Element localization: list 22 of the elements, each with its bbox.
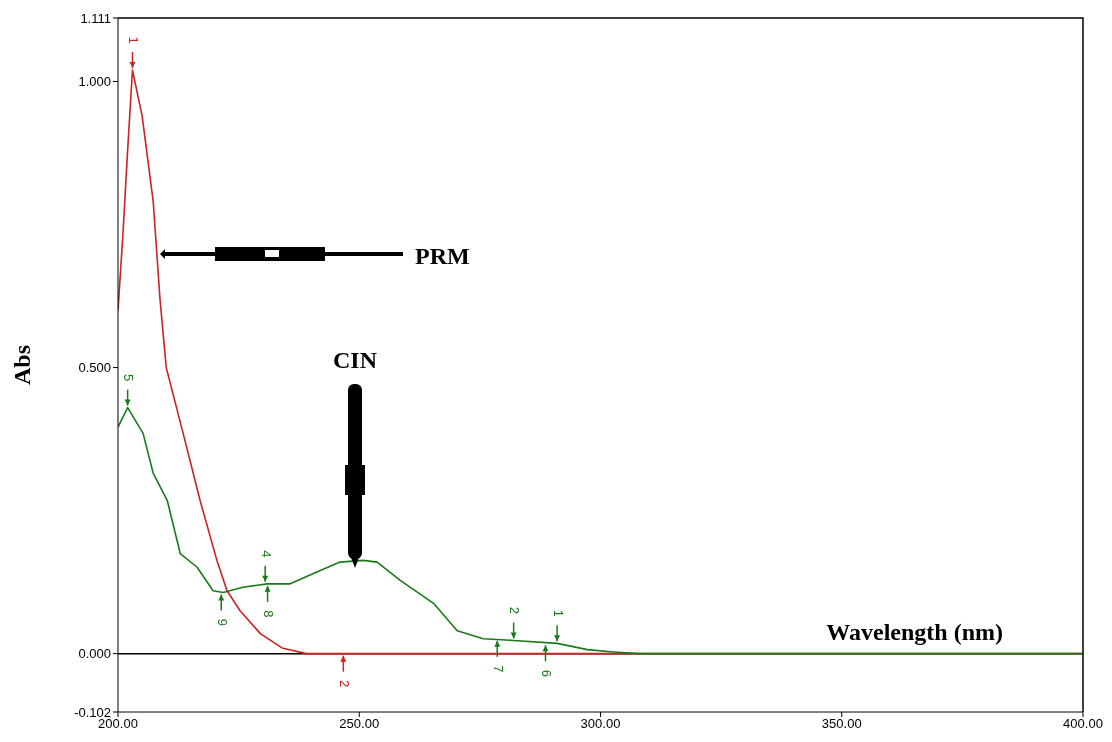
y-tick-label: 1.000	[78, 74, 111, 90]
annotation: 4	[258, 550, 274, 558]
annotation: 2	[507, 606, 523, 615]
y-axis-title: Abs	[9, 344, 35, 386]
annotation: 2	[336, 680, 352, 688]
annotation: 8	[261, 610, 277, 618]
annotation: PRM	[415, 242, 470, 269]
x-tick-label: 400.00	[1063, 716, 1103, 732]
annotation: 9	[214, 618, 230, 627]
annotation: 5	[121, 374, 137, 382]
x-tick-label: 350.00	[821, 716, 862, 732]
x-axis-title: Wavelength (nm)	[826, 618, 1003, 645]
y-tick-label: 0.500	[78, 360, 111, 376]
y-tick-label: 0.000	[78, 646, 111, 662]
x-tick-label: 250.00	[339, 716, 380, 732]
annotation: 1	[126, 36, 142, 44]
annotation: 1	[550, 609, 566, 617]
y-tick-label: 1.111	[80, 10, 111, 26]
x-tick-label: 300.00	[580, 716, 621, 732]
annotation: CIN	[332, 346, 378, 373]
annotation: 7	[490, 665, 506, 673]
annotation: 6	[539, 669, 555, 677]
